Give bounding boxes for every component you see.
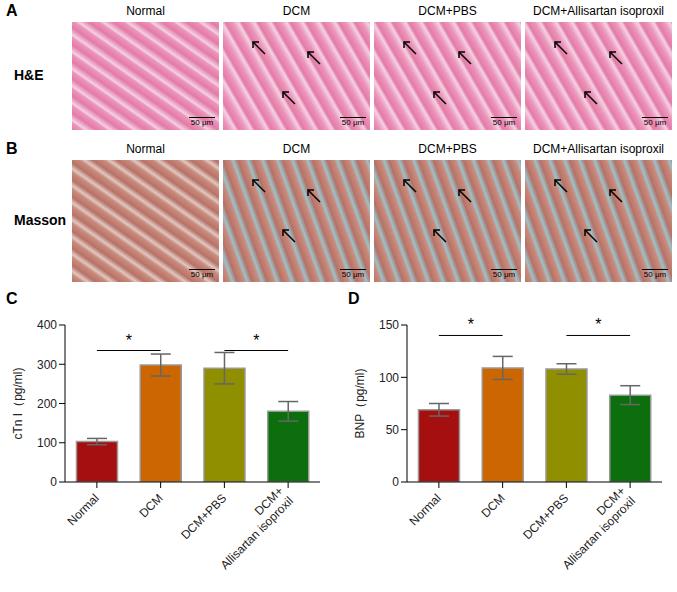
html-text:50 μm: 50 μm: [643, 118, 667, 127]
svg-text:DCM+PBS: DCM+PBS: [520, 491, 571, 542]
html-text:B: B: [6, 140, 18, 157]
html-text:A: A: [6, 2, 18, 19]
svg-text:150: 150: [379, 318, 399, 332]
html-text:D: D: [348, 290, 360, 307]
html-text:DCM+Allisartan isoproxil: DCM+Allisartan isoproxil: [533, 4, 664, 18]
svg-text:300: 300: [37, 358, 57, 372]
svg-text:200: 200: [37, 397, 57, 411]
html-text:50 μm: 50 μm: [341, 118, 365, 127]
html-text:50 μm: 50 μm: [492, 118, 516, 127]
svg-text:400: 400: [37, 318, 57, 332]
svg-text:Normal: Normal: [407, 491, 444, 528]
html-text:50 μm: 50 μm: [643, 270, 667, 279]
html-text:Normal: Normal: [126, 142, 165, 156]
svg-text:0: 0: [50, 475, 57, 489]
html-text:50 μm: 50 μm: [492, 270, 516, 279]
svg-text:cTn I（pg/ml): cTn I（pg/ml): [11, 367, 25, 439]
html-text:DCM+PBS: DCM+PBS: [418, 142, 477, 156]
html-text:Masson: Masson: [14, 212, 67, 228]
html-text:50 μm: 50 μm: [341, 270, 365, 279]
svg-text:*: *: [126, 332, 132, 349]
svg-text:*: *: [595, 316, 601, 333]
html-text:C: C: [6, 290, 18, 307]
svg-text:DCM+Allisartan isoproxil: DCM+Allisartan isoproxil: [550, 484, 638, 572]
svg-text:BNP（pg/ml): BNP（pg/ml): [353, 368, 367, 438]
svg-text:100: 100: [379, 371, 399, 385]
html-text:50 μm: 50 μm: [190, 270, 214, 279]
svg-text:DCM+PBS: DCM+PBS: [178, 491, 229, 542]
html-text:Normal: Normal: [126, 4, 165, 18]
html-text:DCM+PBS: DCM+PBS: [418, 4, 477, 18]
html-text:DCM+Allisartan isoproxil: DCM+Allisartan isoproxil: [533, 142, 664, 156]
html-text:50 μm: 50 μm: [190, 118, 214, 127]
svg-text:*: *: [468, 316, 474, 333]
svg-text:DCM: DCM: [478, 491, 507, 520]
html-text:DCM: DCM: [282, 142, 311, 156]
svg-text:Normal: Normal: [65, 491, 102, 528]
svg-text:0: 0: [392, 475, 399, 489]
svg-text:DCM: DCM: [136, 491, 165, 520]
svg-text:*: *: [253, 332, 259, 349]
html-text:H&E: H&E: [14, 67, 44, 83]
svg-text:DCM+Allisartan isoproxil: DCM+Allisartan isoproxil: [208, 484, 296, 572]
svg-text:50: 50: [386, 423, 400, 437]
svg-text:100: 100: [37, 436, 57, 450]
html-text:DCM: DCM: [282, 4, 311, 18]
